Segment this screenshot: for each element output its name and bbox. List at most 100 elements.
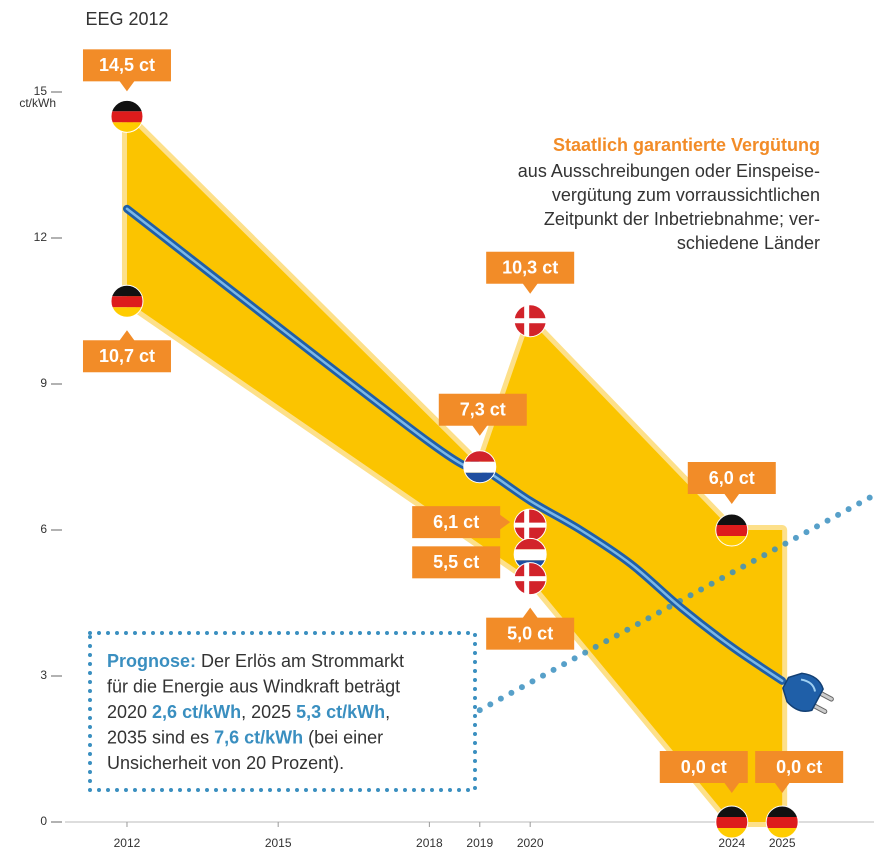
label-pointer [723,493,740,504]
label-box [438,393,527,426]
value-label: 14,5 ct [99,55,155,75]
flag-marker [715,805,749,839]
flag-clip [514,304,547,337]
label-box [659,751,748,783]
flag [513,508,547,542]
flag-marker [765,805,799,839]
label-pointer [723,782,740,793]
y-tick-label: 12 [34,230,48,244]
flag-cross [524,562,530,595]
y-tick-label: 6 [40,522,47,536]
flag-marker [715,513,749,547]
range-band [126,116,783,823]
flag-clip [463,450,496,483]
x-tick-label: 2019 [466,836,493,850]
cable [125,207,784,683]
flag-clip [715,806,748,838]
prognose-text: 7,6 ct/kWh [214,727,303,747]
flag-stripe [715,536,748,546]
label-pointer [499,514,511,531]
y-tick-label: 9 [40,376,47,390]
flag-stripe [110,122,143,133]
flag [513,304,547,338]
value-label: 10,3 ct [502,257,558,277]
prognose-line: Unsicherheit von 20 Prozent). [107,753,344,773]
flag-marker [110,284,144,318]
label-pointer [118,80,135,92]
flag [463,450,497,484]
plug-body [782,672,824,712]
flag-clip [766,806,799,838]
label-box [412,506,501,539]
label-pointer [774,782,791,793]
prognose-text: 5,3 ct/kWh [296,702,385,722]
x-tick-label: 2015 [265,836,292,850]
prognose-text: Unsicherheit von 20 Prozent). [107,753,344,773]
value-label: 6,0 ct [709,468,755,488]
x-tick-label: 2020 [517,836,544,850]
plug [782,672,834,714]
flag-stripe [766,817,799,828]
flag-stripe [514,509,547,523]
prognose-text: 2020 [107,702,152,722]
flag-clip [514,562,547,595]
flag-stripe [715,806,748,817]
flag-stripe [463,461,496,473]
flag-cross [514,318,547,324]
flag-stripe [766,806,799,817]
prognose-text: 2035 sind es [107,727,214,747]
prognose-text: , [385,702,390,722]
label-box [82,49,171,82]
flag-cross [524,304,530,337]
legend-line: vergütung zum vorraussichtlichen [552,185,820,205]
flag [765,805,799,839]
flag [715,805,749,839]
flag-stripe [715,828,748,838]
value-label: 0,0 ct [681,757,727,777]
label-box [755,751,844,783]
y-unit: ct/kWh [19,96,56,110]
flag-marker [513,562,547,596]
y-tick-label: 3 [40,668,47,682]
flag [110,99,144,133]
flag-stripe [514,562,547,576]
value-label: 6,1 ct [433,512,479,532]
x-tick-label: 2024 [718,836,745,850]
flag-cross [514,576,547,582]
prognose-text: 2,6 ct/kWh [152,702,241,722]
value-label: 5,5 ct [433,552,479,572]
x-tick-label: 2018 [416,836,443,850]
flag-clip [110,285,143,318]
label-box [687,462,776,494]
flag-stripe [463,472,496,483]
flag-stripe [110,285,143,297]
x-tick-label: 2025 [769,836,796,850]
flag-stripe [514,549,547,561]
flag-stripe [463,450,496,462]
flag-stripe [110,296,143,308]
label-box [486,617,575,650]
label-box [82,340,171,373]
value-label: 7,3 ct [460,399,506,419]
plug-shine [800,678,817,692]
legend-title: Staatlich garantierte Vergütung [553,135,820,155]
label-pointer [471,424,488,436]
x-tick-label: 2012 [114,836,141,850]
y-tick-label: 15 [34,84,48,98]
prognose-line: für die Energie aus Windkraft beträgt [107,676,400,696]
prognose-line: 2020 2,6 ct/kWh, 2025 5,3 ct/kWh, [107,702,390,722]
forecast-line [476,492,874,714]
legend-line: aus Ausschreibungen oder Einspeise- [518,161,820,181]
flag-stripe [110,111,143,123]
prognose-text: Prognose: [107,651,196,671]
prognose-text: (bei einer [303,727,383,747]
label-pointer [522,282,539,294]
flag-marker [463,450,497,484]
label-pointer [522,607,539,619]
label-box [412,546,501,579]
flag-stripe [715,525,748,536]
label-pointer [118,330,135,342]
flag-marker [513,304,547,338]
flag-stripe [715,514,748,525]
